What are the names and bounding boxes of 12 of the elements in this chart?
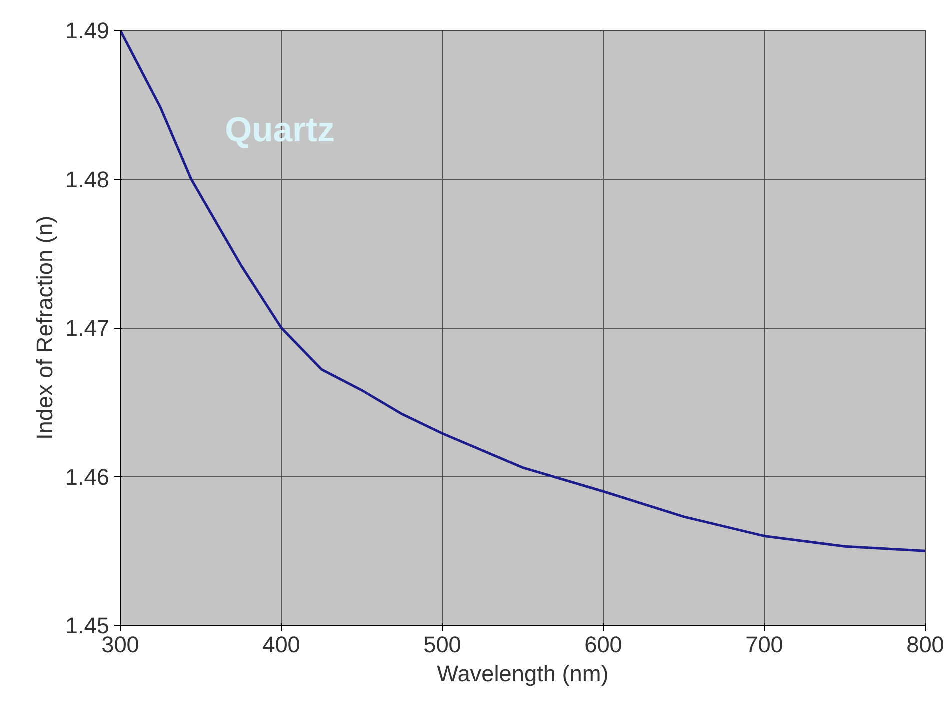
x-tick-label: 800 (906, 632, 944, 658)
y-tick-label: 1.47 (65, 315, 110, 341)
y-tick-label: 1.48 (65, 166, 110, 192)
x-axis-title: Wavelength (nm) (437, 660, 609, 686)
line-series (120, 30, 926, 552)
y-axis-title: Index of Refraction (n) (31, 216, 58, 440)
x-tick-label: 600 (584, 632, 622, 658)
x-tick-label: 400 (262, 632, 300, 658)
y-tick-label: 1.49 (65, 18, 110, 44)
x-tick-label: 700 (746, 632, 784, 658)
y-tick-label: 1.46 (65, 464, 110, 490)
x-tick-label: 500 (424, 632, 462, 658)
